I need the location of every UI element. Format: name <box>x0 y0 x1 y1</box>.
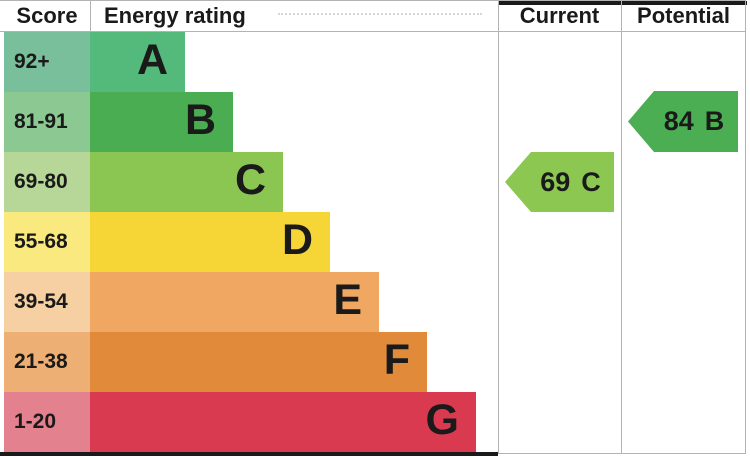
band-d-score-cell: 55-68 <box>4 212 90 272</box>
potential-rating-arrow: 84 B <box>628 91 738 152</box>
band-b-score-label: 81-91 <box>14 110 68 133</box>
band-e-score-label: 39-54 <box>14 290 68 313</box>
band-g-letter: G <box>425 396 459 444</box>
band-row-b: 81-91 B <box>0 92 750 152</box>
band-row-c: 69-80 C <box>0 152 750 212</box>
energy-rating-column-header: Energy rating <box>104 3 246 28</box>
chart-bottom-border <box>0 452 498 456</box>
current-column-divider <box>498 0 499 454</box>
score-column-divider <box>90 0 91 31</box>
band-a-bar: A <box>90 32 185 92</box>
band-f-score-label: 21-38 <box>14 350 68 373</box>
band-c-bar: C <box>90 152 283 212</box>
potential-rating-value: 84 <box>663 106 694 136</box>
potential-column-header: Potential <box>637 3 730 28</box>
band-e-score-cell: 39-54 <box>4 272 90 332</box>
band-a-score-cell: 92+ <box>4 32 90 92</box>
band-row-a: 92+ A <box>0 32 750 92</box>
band-a-letter: A <box>136 36 168 84</box>
current-rating-arrow: 69 C <box>505 152 614 212</box>
rating-bands: 92+ A 81-91 B 69-80 C 55-68 <box>0 32 750 452</box>
current-rating-letter: C <box>581 166 601 197</box>
band-d-bar: D <box>90 212 330 272</box>
rating-columns-bottom-border <box>498 453 746 454</box>
band-c-letter: C <box>234 156 266 204</box>
band-row-f: 21-38 F <box>0 332 750 392</box>
band-f-score-cell: 21-38 <box>4 332 90 392</box>
score-column-header: Score <box>16 3 78 28</box>
header-dotted-leader <box>278 13 482 15</box>
potential-rating-letter: B <box>704 106 725 136</box>
rating-columns-top-border <box>498 1 747 5</box>
current-column-header: Current <box>519 3 600 28</box>
band-d-score-label: 55-68 <box>14 230 68 253</box>
current-rating-value: 69 <box>540 166 571 197</box>
band-f-letter: F <box>383 336 410 384</box>
header-bottom-rule <box>0 31 746 32</box>
top-border-line <box>0 0 746 1</box>
band-row-e: 39-54 E <box>0 272 750 332</box>
band-g-bar: G <box>90 392 476 452</box>
band-row-d: 55-68 D <box>0 212 750 272</box>
band-a-score-label: 92+ <box>14 50 50 73</box>
band-b-letter: B <box>184 96 216 144</box>
potential-column-divider <box>621 0 622 454</box>
band-b-score-cell: 81-91 <box>4 92 90 152</box>
band-c-score-label: 69-80 <box>14 170 68 193</box>
band-g-score-cell: 1-20 <box>4 392 90 452</box>
band-b-bar: B <box>90 92 233 152</box>
band-row-g: 1-20 G <box>0 392 750 452</box>
right-border-line <box>745 0 746 454</box>
band-c-score-cell: 69-80 <box>4 152 90 212</box>
band-g-score-label: 1-20 <box>14 410 57 433</box>
band-f-bar: F <box>90 332 427 392</box>
band-e-letter: E <box>333 276 362 324</box>
band-d-letter: D <box>281 216 313 264</box>
band-e-bar: E <box>90 272 379 332</box>
